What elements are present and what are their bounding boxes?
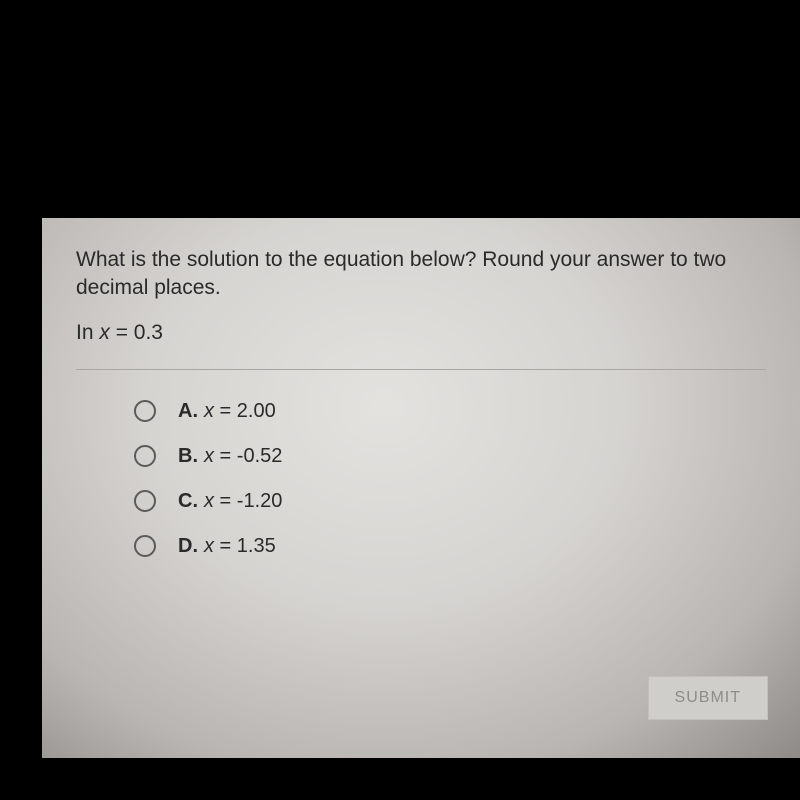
question-divider: [76, 369, 766, 370]
option-label: A. x = 2.00: [178, 400, 276, 423]
question-prompt: What is the solution to the equation bel…: [76, 246, 766, 303]
option-b[interactable]: B. x = -0.52: [134, 445, 766, 468]
option-d[interactable]: D. x = 1.35: [134, 535, 766, 558]
equation-rhs: = 0.3: [110, 321, 163, 344]
quiz-panel: What is the solution to the equation bel…: [42, 218, 800, 758]
radio-icon[interactable]: [134, 400, 156, 422]
submit-wrap: SUBMIT: [648, 676, 768, 720]
option-a[interactable]: A. x = 2.00: [134, 400, 766, 423]
submit-button[interactable]: SUBMIT: [648, 676, 768, 720]
option-letter: C.: [178, 490, 198, 512]
option-letter: B.: [178, 445, 198, 467]
option-c[interactable]: C. x = -1.20: [134, 490, 766, 513]
radio-icon[interactable]: [134, 535, 156, 557]
option-value: = 2.00: [214, 400, 276, 422]
option-label: C. x = -1.20: [178, 490, 282, 513]
option-label: D. x = 1.35: [178, 535, 276, 558]
equation-prefix: In: [76, 321, 99, 344]
option-value: = -0.52: [214, 445, 282, 467]
radio-icon[interactable]: [134, 445, 156, 467]
option-variable: x: [204, 445, 214, 467]
option-letter: D.: [178, 535, 198, 557]
option-letter: A.: [178, 400, 198, 422]
option-variable: x: [204, 535, 214, 557]
option-variable: x: [204, 490, 214, 512]
question-equation: In x = 0.3: [76, 321, 766, 345]
option-value: = -1.20: [214, 490, 282, 512]
options-list: A. x = 2.00 B. x = -0.52 C. x = -1.20 D. x =…: [76, 400, 766, 558]
equation-variable: x: [99, 321, 110, 344]
radio-icon[interactable]: [134, 490, 156, 512]
option-variable: x: [204, 400, 214, 422]
option-label: B. x = -0.52: [178, 445, 282, 468]
option-value: = 1.35: [214, 535, 276, 557]
